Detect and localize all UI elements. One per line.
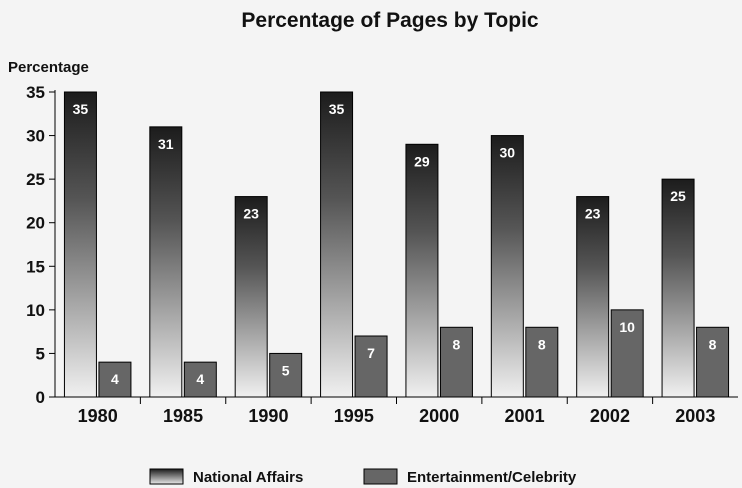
data-label-entertainment-celebrity: 10 xyxy=(619,319,635,335)
bar-national-affairs xyxy=(149,126,183,398)
data-label-national-affairs: 23 xyxy=(585,206,601,222)
x-tick-label: 1990 xyxy=(248,406,288,426)
legend-swatch-entertainment-celebrity xyxy=(363,468,398,485)
y-tick-label: 5 xyxy=(36,344,45,363)
data-label-national-affairs: 23 xyxy=(243,206,259,222)
bar-national-affairs xyxy=(320,91,354,398)
bar-national-affairs xyxy=(576,196,610,398)
y-tick-label: 20 xyxy=(26,214,45,233)
bar-entertainment-celebrity xyxy=(98,361,132,398)
data-label-entertainment-celebrity: 8 xyxy=(453,336,461,352)
data-label-entertainment-celebrity: 7 xyxy=(367,345,375,361)
chart-title: Percentage of Pages by Topic xyxy=(241,9,539,32)
data-label-entertainment-celebrity: 8 xyxy=(538,336,546,352)
data-label-national-affairs: 29 xyxy=(414,153,430,169)
legend-label-entertainment-celebrity: Entertainment/Celebrity xyxy=(407,469,577,486)
x-axis: 1980 1985 1990 1995 2000 2001 2002 2003 xyxy=(55,396,738,426)
y-axis-title: Percentage xyxy=(8,59,89,76)
x-tick-label: 1985 xyxy=(163,406,203,426)
y-tick-label: 25 xyxy=(26,170,45,189)
x-tick-label: 1980 xyxy=(78,406,118,426)
plot-area: 35 4 31 4 23 5 35 7 29 8 30 8 23 10 25 8 xyxy=(63,91,730,398)
legend-swatch-national-affairs xyxy=(149,468,184,485)
x-tick-label: 2001 xyxy=(505,406,545,426)
y-tick-label: 10 xyxy=(26,301,45,320)
x-tick-label: 2002 xyxy=(590,406,630,426)
x-tick-label: 1995 xyxy=(334,406,374,426)
x-tick-label: 2000 xyxy=(419,406,459,426)
data-label-entertainment-celebrity: 4 xyxy=(196,371,204,387)
y-tick-label: 35 xyxy=(26,83,45,102)
bar-entertainment-celebrity xyxy=(525,326,559,398)
bar-national-affairs xyxy=(63,91,97,398)
data-label-national-affairs: 35 xyxy=(73,101,89,117)
data-label-entertainment-celebrity: 5 xyxy=(282,362,290,378)
bar-national-affairs xyxy=(405,143,439,398)
y-tick-label: 15 xyxy=(26,257,45,276)
y-tick-label: 0 xyxy=(36,388,45,407)
data-label-entertainment-celebrity: 4 xyxy=(111,371,119,387)
data-label-national-affairs: 25 xyxy=(670,188,686,204)
legend-label-national-affairs: National Affairs xyxy=(193,469,303,486)
bar-national-affairs xyxy=(490,135,524,398)
y-tick-label: 30 xyxy=(26,127,45,146)
data-label-national-affairs: 31 xyxy=(158,136,174,152)
data-label-national-affairs: 30 xyxy=(500,145,516,161)
data-label-national-affairs: 35 xyxy=(329,101,345,117)
bar-entertainment-celebrity xyxy=(696,326,730,398)
y-axis: 0 5 10 15 20 25 30 35 xyxy=(26,83,56,407)
bar-national-affairs xyxy=(234,196,268,398)
data-label-entertainment-celebrity: 8 xyxy=(709,336,717,352)
legend: National Affairs Entertainment/Celebrity xyxy=(149,468,577,486)
bar-entertainment-celebrity xyxy=(610,309,644,398)
bar-national-affairs xyxy=(661,178,695,398)
x-tick-label: 2003 xyxy=(675,406,715,426)
